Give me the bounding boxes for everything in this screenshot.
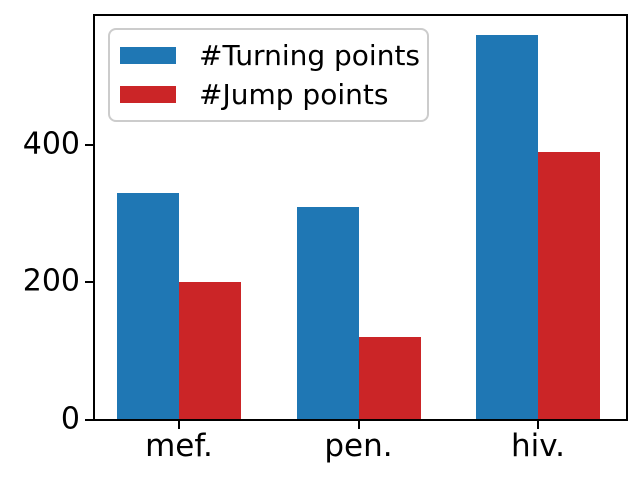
x-tick-label-mef: mef.: [145, 428, 213, 464]
bar-turning-points-pen: [296, 207, 359, 420]
bar-jump-points-mef: [179, 282, 241, 420]
legend: #Turning points #Jump points: [108, 28, 429, 122]
bar-turning-points-mef: [117, 193, 179, 420]
x-tick-mark-pen: [357, 421, 360, 429]
y-tick-label-400: 400: [22, 126, 80, 162]
y-tick-mark-400: [85, 143, 94, 146]
legend-label-jump-points: #Jump points: [199, 78, 389, 111]
jump-points-swatch: [120, 86, 176, 103]
turning-points-swatch: [120, 47, 176, 64]
legend-item-turning-points: #Turning points: [120, 36, 427, 75]
x-tick-mark-hiv: [537, 421, 539, 429]
x-tick-label-hiv: hiv.: [510, 428, 566, 464]
legend-label-turning-points: #Turning points: [199, 39, 421, 72]
y-tick-mark-0: [85, 419, 94, 421]
bar-jump-points-pen: [358, 337, 421, 420]
y-tick-label-0: 0: [60, 401, 80, 437]
x-tick-label-pen: pen.: [324, 428, 393, 464]
y-tick-mark-200: [85, 281, 94, 284]
legend-item-jump-points: #Jump points: [120, 75, 427, 114]
y-tick-label-200: 200: [22, 263, 80, 299]
plot-area: [93, 14, 628, 421]
x-tick-mark-mef: [178, 421, 180, 429]
bar-turning-points-hiv: [476, 35, 538, 420]
bar-jump-points-hiv: [538, 152, 600, 420]
